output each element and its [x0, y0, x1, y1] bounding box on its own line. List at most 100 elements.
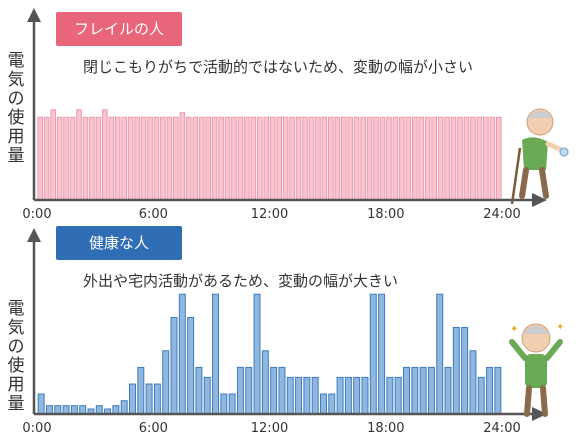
healthy-chart: 0:00 6:00 12:00 18:00 24:00 ✦ ✦ — [22, 228, 564, 436]
bar — [489, 116, 496, 201]
bar — [340, 116, 347, 201]
bar — [63, 116, 69, 201]
bar — [244, 116, 250, 201]
bar — [270, 366, 278, 415]
bar — [43, 116, 50, 201]
bar — [185, 116, 192, 201]
bar — [147, 116, 153, 201]
x-tick-label: 12:00 — [251, 207, 288, 222]
bar — [224, 116, 231, 201]
bar — [250, 116, 257, 201]
bar — [253, 293, 261, 415]
bar — [328, 116, 334, 201]
bar — [89, 116, 95, 201]
bar — [308, 116, 315, 201]
bar — [379, 116, 386, 201]
bar — [386, 376, 394, 415]
bar — [315, 116, 321, 201]
bar — [336, 376, 344, 415]
bar — [187, 316, 195, 415]
bar — [436, 293, 444, 415]
bar — [469, 350, 477, 415]
bar — [82, 116, 89, 201]
bar — [218, 116, 224, 201]
bar — [477, 376, 485, 415]
bar — [228, 393, 236, 415]
x-tick-label: 18:00 — [367, 207, 404, 222]
bar — [486, 366, 494, 415]
bar — [378, 293, 386, 415]
bar — [411, 366, 419, 415]
bar — [261, 350, 269, 415]
bar — [145, 383, 153, 415]
svg-text:✦: ✦ — [510, 324, 518, 335]
bar — [419, 366, 427, 415]
bar — [56, 116, 63, 201]
x-tick-label: 24:00 — [483, 421, 520, 436]
bar — [286, 376, 294, 415]
bar — [373, 116, 379, 201]
bar — [237, 116, 244, 201]
bar — [321, 116, 328, 201]
bar — [399, 116, 405, 201]
bar — [263, 116, 270, 201]
bar — [134, 116, 140, 201]
bar — [101, 109, 108, 201]
bar — [394, 376, 402, 415]
bar — [173, 116, 179, 201]
bar — [198, 116, 205, 201]
bar — [162, 350, 170, 415]
bar — [69, 116, 76, 201]
bar — [140, 116, 147, 201]
bar — [452, 326, 460, 415]
bar — [236, 366, 244, 415]
bar — [360, 116, 366, 201]
bar — [282, 116, 289, 201]
bar — [153, 116, 160, 201]
bar — [245, 366, 253, 415]
bar — [192, 116, 199, 201]
bar — [76, 109, 82, 201]
bar — [178, 293, 186, 415]
svg-text:✦: ✦ — [556, 322, 564, 333]
bar — [431, 116, 438, 201]
bar — [494, 366, 502, 415]
bar — [211, 116, 218, 201]
bar — [311, 376, 319, 415]
y-axis-label: 電気の使用量 — [7, 51, 25, 166]
bar — [295, 376, 303, 415]
bar — [403, 366, 410, 415]
healthy-panel: 電気の使用量 健康な人 外出や宅内活動があるため、変動の幅が大きい 0:00 6:… — [0, 222, 576, 438]
bar — [205, 116, 211, 201]
x-tick-label: 18:00 — [367, 421, 404, 436]
bar — [334, 116, 341, 201]
bar — [129, 383, 136, 415]
frail-panel: 電気の使用量 フレイルの人 閉じこもりがちで活動的ではないため、変動の幅が小さい… — [7, 8, 569, 222]
x-tick-label: 6:00 — [139, 421, 168, 436]
elderly-frail-icon — [510, 108, 569, 205]
bar — [166, 116, 173, 201]
x-tick-label: 12:00 — [251, 421, 288, 436]
bar — [37, 116, 44, 201]
bars-group — [37, 109, 502, 201]
bar — [127, 116, 134, 201]
frail-chart: 0:00 6:00 12:00 18:00 24:00 — [22, 8, 569, 222]
bar — [269, 116, 276, 201]
bar — [295, 116, 302, 201]
bar — [411, 116, 418, 201]
bar — [153, 383, 161, 415]
bar — [195, 366, 203, 415]
bar — [476, 116, 483, 201]
bar — [170, 316, 178, 415]
frail-description: 閉じこもりがちで活動的ではないため、変動の幅が小さい — [83, 58, 474, 76]
x-tick-label: 0:00 — [22, 421, 51, 436]
bar — [424, 116, 431, 201]
x-axis-arrow — [532, 193, 547, 207]
bar — [95, 116, 102, 201]
bar — [289, 116, 295, 201]
bar — [461, 326, 469, 415]
bar — [470, 116, 476, 201]
bar — [457, 116, 463, 201]
x-tick-label: 6:00 — [139, 207, 168, 222]
bar — [344, 376, 352, 415]
